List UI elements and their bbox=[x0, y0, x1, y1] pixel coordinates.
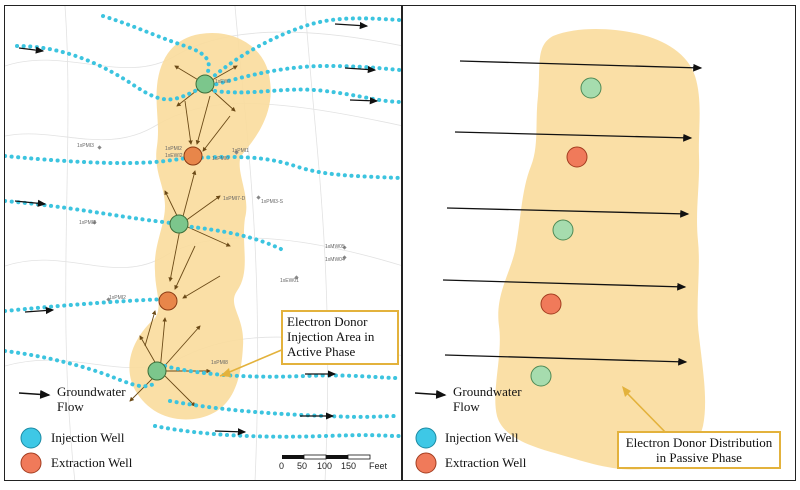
scale-unit: Feet bbox=[369, 461, 388, 471]
well-label: 1xMW05 bbox=[325, 244, 345, 250]
well-label: 1xPMI2 bbox=[79, 220, 96, 226]
well-label: 1xPMI0 bbox=[212, 156, 229, 162]
legend-flow-arrow bbox=[18, 389, 51, 399]
legend-flow-arrow bbox=[414, 389, 447, 399]
legend-injection-well-icon bbox=[20, 427, 42, 449]
passive-phase-panel: Electron Donor Distribution in Passive P… bbox=[402, 5, 796, 481]
active-phase-panel: 1xEWI 1xPMI3 1xPMI2 1xEWI2 1xPMI0 1xPMI1… bbox=[4, 5, 402, 481]
well-label: 1xPMI3 bbox=[77, 143, 94, 149]
legend-extraction-well-label: Extraction Well bbox=[445, 455, 527, 470]
scale-tick: 150 bbox=[341, 461, 357, 471]
callout-leader bbox=[624, 390, 672, 439]
legend-extraction-well-icon bbox=[415, 452, 437, 474]
map-extraction-well bbox=[183, 146, 203, 166]
injection-well bbox=[530, 365, 552, 387]
passive-phase-diagram bbox=[414, 29, 706, 474]
groundwater-flow-arrows bbox=[442, 60, 703, 366]
legend-injection-well-label: Injection Well bbox=[445, 430, 519, 445]
map-injection-well bbox=[195, 74, 215, 94]
legend-injection-well-icon bbox=[415, 427, 437, 449]
well-label: 1xMW04 bbox=[325, 257, 345, 263]
scale-tick: 0 bbox=[279, 461, 285, 471]
map-flow-arrows bbox=[14, 21, 379, 436]
scale-tick: 50 bbox=[297, 461, 308, 471]
map-extraction-well bbox=[158, 291, 178, 311]
legend-extraction-well-label: Extraction Well bbox=[51, 455, 133, 470]
well-label: 1xPMI3-S bbox=[261, 199, 283, 205]
extraction-well bbox=[566, 146, 588, 168]
donor-distribution-area bbox=[495, 29, 706, 470]
callout-line-3: Active Phase bbox=[287, 344, 356, 359]
legend-groundwater-flow: Groundwater Flow bbox=[57, 384, 126, 414]
extraction-well bbox=[540, 293, 562, 315]
well-label: 1xPMI2 bbox=[165, 146, 182, 152]
well-label: 1xPMI7-D bbox=[223, 196, 246, 202]
injection-well bbox=[580, 77, 602, 99]
callout-leader bbox=[219, 345, 292, 377]
capture-zone-arrows bbox=[129, 65, 238, 407]
active-phase-map bbox=[5, 6, 401, 480]
well-label: 1xPMI1 bbox=[232, 148, 249, 154]
legend-injection-well-label: Injection Well bbox=[51, 430, 125, 445]
callout-line-2: in Passive Phase bbox=[656, 450, 742, 465]
well-label: 1xEWI bbox=[215, 79, 230, 85]
map-injection-well bbox=[169, 214, 189, 234]
injection-well bbox=[552, 219, 574, 241]
callout-line-1: Electron Donor Distribution bbox=[625, 435, 773, 450]
callout-line-2: Injection Area in bbox=[287, 329, 375, 344]
scale-bar bbox=[282, 454, 371, 460]
scale-tick: 100 bbox=[317, 461, 333, 471]
map-injection-well bbox=[147, 361, 167, 381]
well-label: 1xPMI2 bbox=[109, 295, 126, 301]
legend-groundwater-flow: Groundwater Flow bbox=[453, 384, 522, 414]
callout-arrowhead bbox=[622, 386, 631, 397]
well-label: 1xEWI2 bbox=[165, 153, 183, 159]
well-label: 1xPMI8 bbox=[211, 360, 228, 366]
injection-area-callout: Electron Donor Injection Area in Active … bbox=[281, 310, 399, 365]
well-label: 1xEW01 bbox=[280, 278, 299, 284]
callout-arrowhead bbox=[220, 368, 231, 377]
passive-distribution-callout: Electron Donor Distribution in Passive P… bbox=[617, 431, 781, 469]
callout-line-1: Electron Donor bbox=[287, 314, 368, 329]
legend-extraction-well-icon bbox=[20, 452, 42, 474]
